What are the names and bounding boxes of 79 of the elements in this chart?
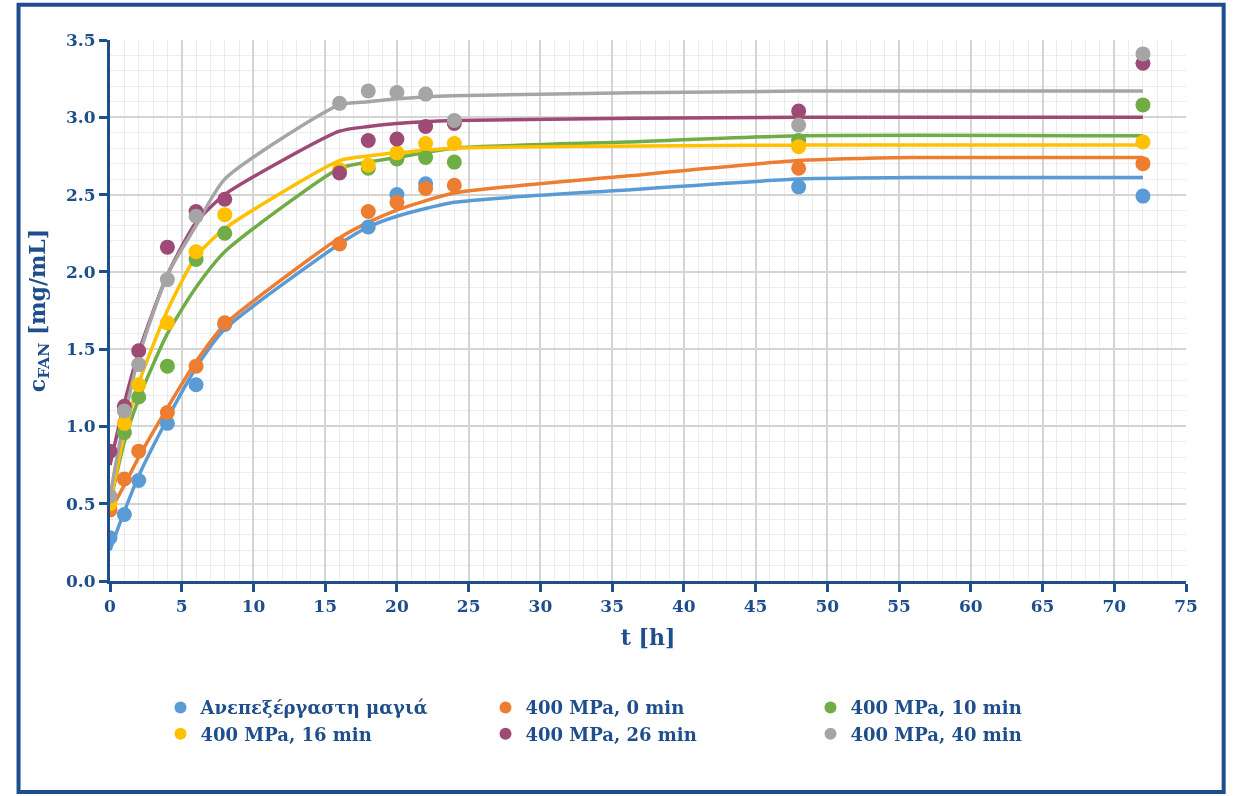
point <box>217 191 233 207</box>
point <box>1135 134 1151 150</box>
legend-label: 400 MPa, 0 min <box>525 697 685 719</box>
x-tick-label: 75 <box>1174 596 1198 617</box>
y-tick-label: 2.5 <box>66 184 96 205</box>
y-tick-label: 3.5 <box>66 29 96 50</box>
point <box>131 377 147 393</box>
point <box>418 86 434 102</box>
x-tick-label: 15 <box>313 596 338 617</box>
point <box>418 119 434 135</box>
legend-label: 400 MPa, 26 min <box>525 723 697 745</box>
point <box>131 473 147 489</box>
point <box>446 154 462 170</box>
point <box>418 180 434 196</box>
point <box>116 507 132 523</box>
point <box>131 389 147 405</box>
point <box>360 83 376 99</box>
y-tick-label: 1.0 <box>66 416 96 437</box>
legend-label: 400 MPa, 16 min <box>200 723 372 745</box>
point <box>159 358 175 374</box>
point <box>188 358 204 374</box>
point <box>1135 188 1151 204</box>
x-tick-label: 5 <box>175 596 188 617</box>
x-tick-label: 35 <box>600 596 624 617</box>
point <box>217 207 233 223</box>
point <box>389 194 405 210</box>
point <box>1135 156 1151 172</box>
point <box>791 117 807 133</box>
point <box>791 139 807 155</box>
point <box>360 204 376 220</box>
x-tick-label: 40 <box>672 596 696 617</box>
legend-label: Ανεπεξέργαστη μαγιά <box>199 697 428 719</box>
y-tick-label: 1.5 <box>66 339 96 360</box>
y-tick-label: 2.0 <box>66 261 96 282</box>
x-tick-label: 10 <box>241 596 266 617</box>
point <box>1135 46 1151 62</box>
point <box>217 225 233 241</box>
point <box>159 315 175 331</box>
point <box>418 149 434 165</box>
x-tick-label: 25 <box>456 596 481 617</box>
point <box>116 471 132 487</box>
point <box>360 132 376 148</box>
y-tick-label: 3.0 <box>66 107 96 128</box>
x-tick-label: 45 <box>743 596 768 617</box>
x-tick-label: 60 <box>958 596 983 617</box>
x-tick-label: 65 <box>1030 596 1055 617</box>
x-tick-label: 70 <box>1102 596 1127 617</box>
point <box>791 179 807 195</box>
x-tick-label: 20 <box>385 596 409 617</box>
legend-label: 400 MPa, 40 min <box>850 723 1022 745</box>
x-tick-label: 30 <box>528 596 553 617</box>
point <box>131 357 147 373</box>
point <box>131 343 147 359</box>
point <box>188 377 204 393</box>
legend-label: 400 MPa, 10 min <box>850 697 1022 719</box>
point <box>116 403 132 419</box>
point <box>1135 97 1151 113</box>
point <box>360 219 376 235</box>
x-axis-title: t [h] <box>620 624 676 651</box>
y-tick-label: 0.5 <box>66 493 96 514</box>
point <box>446 177 462 193</box>
point <box>116 415 132 431</box>
point <box>159 239 175 255</box>
x-tick-label: 50 <box>815 596 840 617</box>
point <box>188 244 204 260</box>
point <box>418 136 434 152</box>
x-tick-label: 55 <box>887 596 911 617</box>
point <box>389 145 405 161</box>
y-tick-label: 0.0 <box>66 570 96 591</box>
point <box>131 443 147 459</box>
x-tick-label: 0 <box>104 596 117 617</box>
point <box>159 272 175 288</box>
point <box>791 160 807 176</box>
point <box>332 95 348 111</box>
point <box>389 131 405 147</box>
point <box>159 405 175 421</box>
point <box>188 208 204 224</box>
point <box>446 136 462 152</box>
point <box>332 236 348 252</box>
